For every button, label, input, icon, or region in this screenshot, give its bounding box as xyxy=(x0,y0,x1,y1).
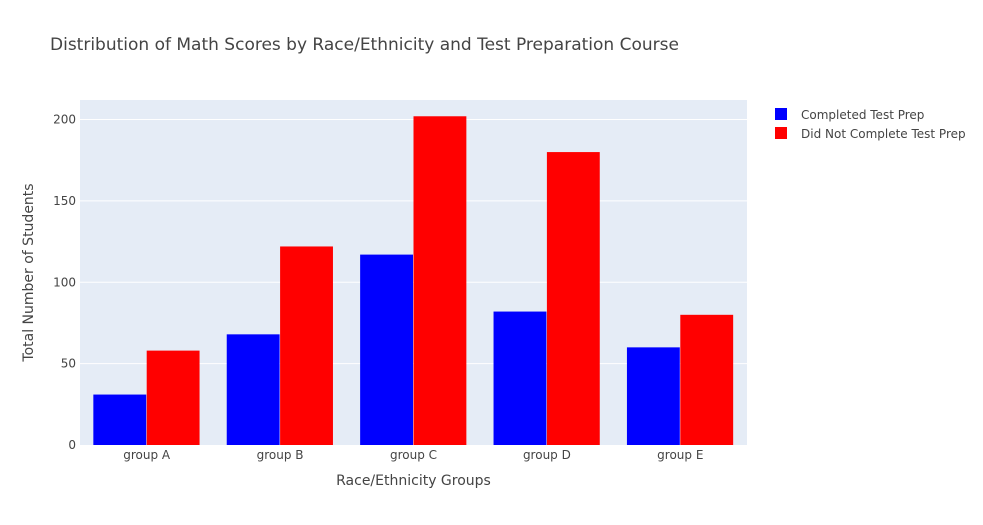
x-tick-label: group A xyxy=(123,448,171,462)
bar-completed[interactable] xyxy=(626,347,680,445)
legend-label: Completed Test Prep xyxy=(801,108,924,122)
legend-item[interactable]: Did Not Complete Test Prep xyxy=(775,127,966,141)
legend[interactable]: Completed Test Prep Did Not Complete Test… xyxy=(775,108,966,141)
bar-not-completed[interactable] xyxy=(146,350,200,445)
bar-not-completed[interactable] xyxy=(280,246,333,445)
bar-completed[interactable] xyxy=(360,254,413,445)
y-axis-ticks: 0 50 100 150 200 xyxy=(53,113,76,452)
bar-completed[interactable] xyxy=(93,394,147,445)
y-tick-label: 50 xyxy=(61,357,76,371)
bar-completed[interactable] xyxy=(226,334,280,445)
x-tick-label: group D xyxy=(523,448,571,462)
bar-not-completed[interactable] xyxy=(413,116,467,445)
bar-completed[interactable] xyxy=(493,311,547,445)
legend-swatch xyxy=(775,108,787,120)
bar-not-completed[interactable] xyxy=(680,314,734,445)
y-tick-label: 200 xyxy=(53,113,76,127)
y-tick-label: 150 xyxy=(53,194,76,208)
x-axis-title: Race/Ethnicity Groups xyxy=(336,473,491,489)
y-tick-label: 0 xyxy=(68,438,76,452)
bar-not-completed[interactable] xyxy=(546,152,600,445)
y-axis-title: Total Number of Students xyxy=(21,183,37,362)
legend-label: Did Not Complete Test Prep xyxy=(801,127,966,141)
legend-swatch xyxy=(775,127,787,139)
y-tick-label: 100 xyxy=(53,275,76,289)
x-axis-ticks: group A group B group C group D group E xyxy=(123,448,703,462)
legend-item[interactable]: Completed Test Prep xyxy=(775,108,924,122)
x-tick-label: group C xyxy=(390,448,437,462)
x-tick-label: group B xyxy=(257,448,304,462)
chart-title: Distribution of Math Scores by Race/Ethn… xyxy=(50,35,679,55)
bars xyxy=(93,116,734,445)
x-tick-label: group E xyxy=(657,448,703,462)
